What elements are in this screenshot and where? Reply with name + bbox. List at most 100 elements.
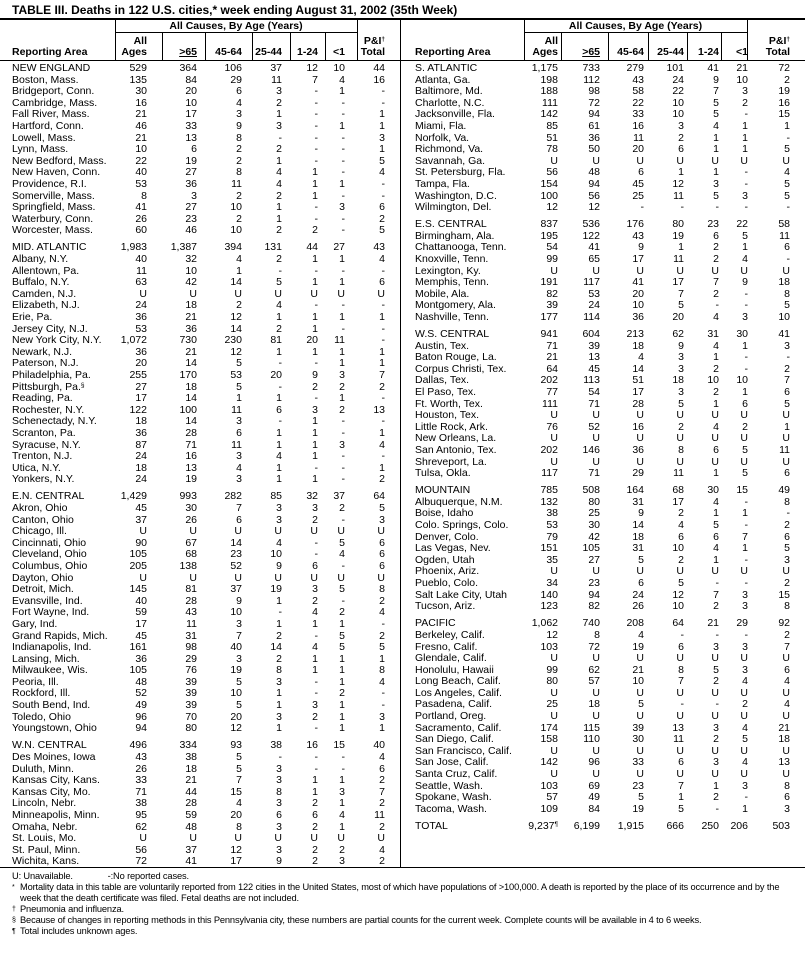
cell-a124: - <box>282 630 319 643</box>
value: U <box>189 287 197 300</box>
header-all-label: All <box>544 35 558 47</box>
value: 32 <box>185 253 197 265</box>
value: 103 <box>540 640 558 653</box>
cell-a4564: 1,915 <box>600 820 644 833</box>
cell-a2544: - <box>242 751 283 764</box>
reporting-area: Mobile, Ala. <box>415 287 470 300</box>
value: 11 <box>136 264 147 277</box>
value: U <box>711 652 719 665</box>
value: 1 <box>742 119 748 132</box>
value: 279 <box>626 62 644 74</box>
cell-a4564: 7 <box>197 502 242 515</box>
cell-pi: 2 <box>748 363 790 376</box>
header-divider <box>747 20 748 60</box>
cell-a4564: 33 <box>600 757 644 769</box>
value: U <box>550 652 558 665</box>
cell-all: 529 <box>117 62 147 75</box>
reporting-area: Somerville, Mass. <box>12 189 95 202</box>
city-row: Somerville, Mass. 8 3 2 2 1- - <box>0 189 400 203</box>
city-row: Tucson, Ariz. 123 82 26 10 2 3 8 <box>401 600 805 613</box>
value: 30 <box>707 484 719 497</box>
cell-all: 195 <box>528 230 558 243</box>
cell-a4564: U <box>600 265 644 278</box>
value: 170 <box>179 368 197 381</box>
value: 2 <box>379 594 385 607</box>
reporting-area: Lynn, Mass. <box>12 143 69 156</box>
cell-pi: - <box>345 96 386 110</box>
value: 4 <box>742 721 748 734</box>
value: 10 <box>230 224 242 237</box>
value: 78 <box>546 143 558 156</box>
reporting-area: St. Petersburg, Fla. <box>415 166 506 179</box>
value: 2 <box>339 380 345 393</box>
city-row: Albuquerque, N.M. 132 80 31 17 4-8 <box>401 496 805 509</box>
value: 5 <box>236 750 242 763</box>
reporting-area: Indianapolis, Ind. <box>12 641 92 654</box>
value: 3 <box>276 119 282 132</box>
value: - <box>381 617 386 630</box>
value: 6 <box>784 663 790 676</box>
value: U <box>636 710 644 723</box>
value: - <box>314 108 319 121</box>
value: 95 <box>135 808 147 821</box>
value: 36 <box>135 345 147 358</box>
value: U <box>139 287 147 300</box>
cell-ge65: U <box>147 525 197 538</box>
cell-a4564: 45 <box>600 178 644 191</box>
cell-all: 52 <box>117 688 147 700</box>
value: U <box>636 565 644 578</box>
cell-a2544: U <box>644 652 684 665</box>
cell-a2544: 4 <box>242 537 282 550</box>
value: 23 <box>230 548 242 561</box>
cell-area: Boise, Idaho <box>415 508 528 520</box>
value: 2 <box>678 420 684 433</box>
cell-a124: 2 <box>282 844 318 857</box>
cell-lt1: 2 <box>318 607 345 619</box>
cell-a124: - <box>282 462 319 475</box>
value: 36 <box>135 652 147 665</box>
value: 26 <box>135 762 147 775</box>
value: - <box>381 96 386 109</box>
cell-pi: 5 <box>345 225 385 237</box>
value: 10 <box>185 264 197 277</box>
value: U <box>782 409 790 422</box>
value: 67 <box>185 536 197 549</box>
cell-area: Lynn, Mass. <box>12 143 117 156</box>
region-group: S. ATLANTIC 1,175 733 279 101 41 21 72 Atlanta, … <box>401 62 805 214</box>
value: 10 <box>230 606 242 619</box>
cell-area: Houston, Tex. <box>415 409 528 422</box>
value: 529 <box>129 62 147 74</box>
cell-area: Tucson, Ariz. <box>415 600 528 613</box>
value: 8 <box>379 664 385 677</box>
value: 3 <box>339 438 345 451</box>
cell-all: 1,429 <box>117 491 147 503</box>
cell-a2544: 4 <box>644 519 684 532</box>
cell-ge65: 112 <box>558 74 600 87</box>
value: - <box>744 108 749 121</box>
cell-pi: 64 <box>345 491 385 503</box>
cell-area: Fall River, Mass. <box>12 109 117 121</box>
reporting-area: Utica, N.Y. <box>12 461 61 474</box>
value: 58 <box>632 85 644 98</box>
value: 14 <box>632 519 644 532</box>
reporting-area: Chicago, Ill. <box>12 525 67 538</box>
value: - <box>381 322 386 335</box>
reporting-area: Milwaukee, Wis. <box>12 664 88 677</box>
column-header-area: Reporting Area <box>415 47 528 58</box>
cell-pi: 3 <box>748 340 790 353</box>
value: 10 <box>632 299 644 312</box>
cell-area: Knoxville, Tenn. <box>415 253 528 266</box>
value: 57 <box>546 791 558 804</box>
value: 20 <box>270 368 282 381</box>
cell-a124: - <box>282 392 319 405</box>
value: 6 <box>276 808 282 821</box>
value: U <box>740 432 748 445</box>
value: 6 <box>784 530 790 543</box>
header-label: 25-44 <box>657 46 684 58</box>
value: 4 <box>784 698 790 711</box>
cell-pi: 6 <box>748 386 790 399</box>
cell-a2544: 3 <box>242 821 282 834</box>
value: 8 <box>236 166 242 179</box>
city-row: Newark, N.J. 36 21 12 1 1 1 1 <box>0 345 400 359</box>
value: - <box>341 154 346 167</box>
